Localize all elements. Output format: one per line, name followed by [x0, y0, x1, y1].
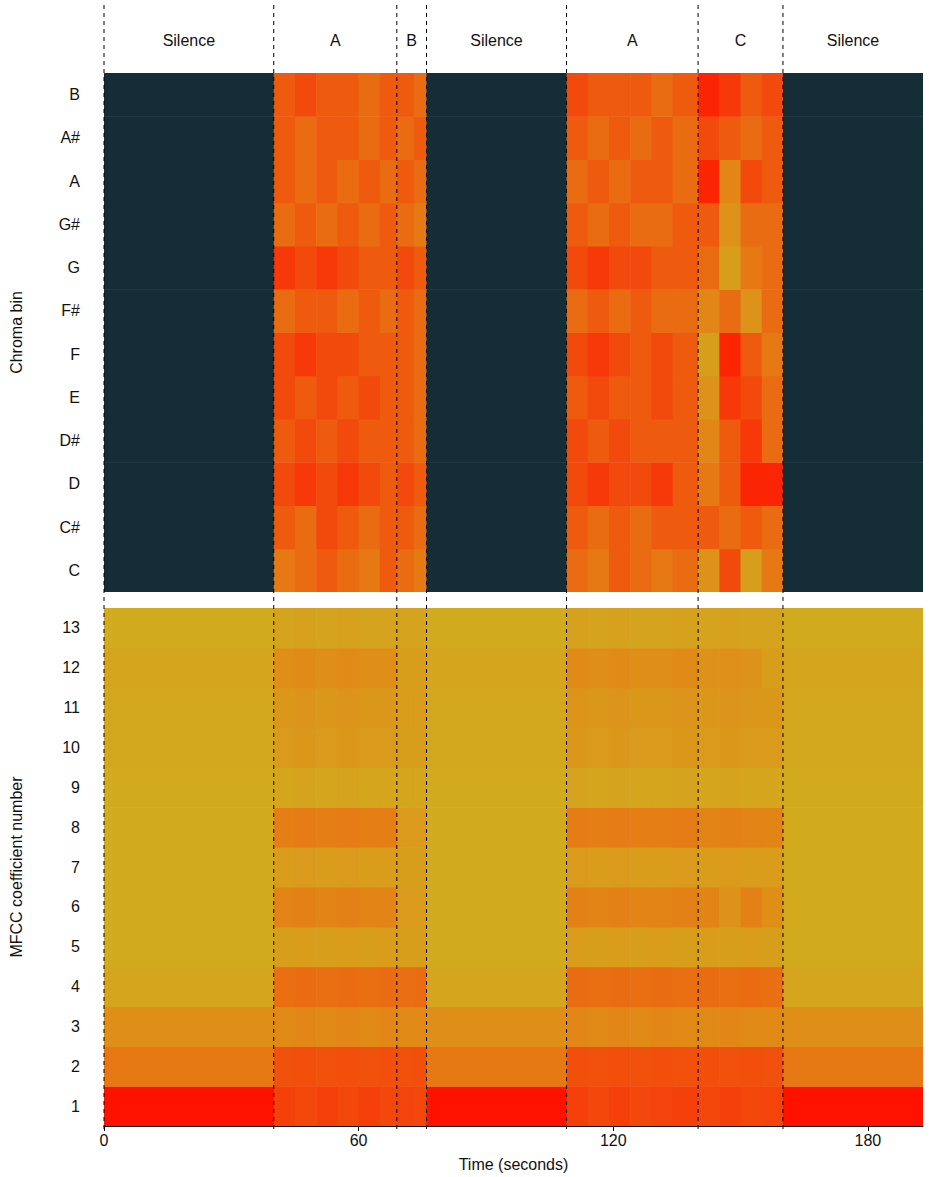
- svg-text:5: 5: [71, 938, 80, 955]
- svg-text:60: 60: [350, 1132, 368, 1149]
- svg-text:G: G: [68, 259, 80, 276]
- svg-text:Chroma bin: Chroma bin: [8, 291, 25, 374]
- svg-text:B: B: [406, 32, 417, 49]
- svg-text:Silence: Silence: [163, 32, 216, 49]
- svg-text:3: 3: [71, 1018, 80, 1035]
- svg-text:6: 6: [71, 898, 80, 915]
- svg-text:13: 13: [62, 619, 80, 636]
- svg-text:A: A: [69, 173, 80, 190]
- svg-text:0: 0: [100, 1132, 109, 1149]
- svg-text:1: 1: [71, 1098, 80, 1115]
- svg-text:120: 120: [600, 1132, 627, 1149]
- svg-text:9: 9: [71, 779, 80, 796]
- svg-text:A#: A#: [60, 129, 80, 146]
- svg-text:10: 10: [62, 739, 80, 756]
- svg-text:C: C: [68, 562, 80, 579]
- svg-text:Time (seconds): Time (seconds): [459, 1156, 569, 1173]
- svg-text:G#: G#: [59, 216, 80, 233]
- svg-text:A: A: [330, 32, 341, 49]
- svg-text:7: 7: [71, 859, 80, 876]
- svg-text:F: F: [70, 346, 80, 363]
- svg-text:F#: F#: [61, 302, 80, 319]
- svg-text:C: C: [735, 32, 747, 49]
- svg-text:E: E: [69, 389, 80, 406]
- svg-text:11: 11: [63, 699, 80, 716]
- svg-text:Silence: Silence: [827, 32, 880, 49]
- svg-text:B: B: [69, 86, 80, 103]
- svg-text:180: 180: [854, 1132, 881, 1149]
- svg-text:4: 4: [71, 978, 80, 995]
- svg-text:2: 2: [71, 1058, 80, 1075]
- svg-text:D#: D#: [60, 432, 81, 449]
- svg-text:Silence: Silence: [470, 32, 523, 49]
- svg-text:C#: C#: [60, 519, 81, 536]
- svg-text:MFCC coefficient number: MFCC coefficient number: [8, 776, 25, 958]
- svg-text:A: A: [627, 32, 638, 49]
- svg-text:8: 8: [71, 819, 80, 836]
- svg-text:D: D: [68, 475, 80, 492]
- svg-text:12: 12: [62, 659, 80, 676]
